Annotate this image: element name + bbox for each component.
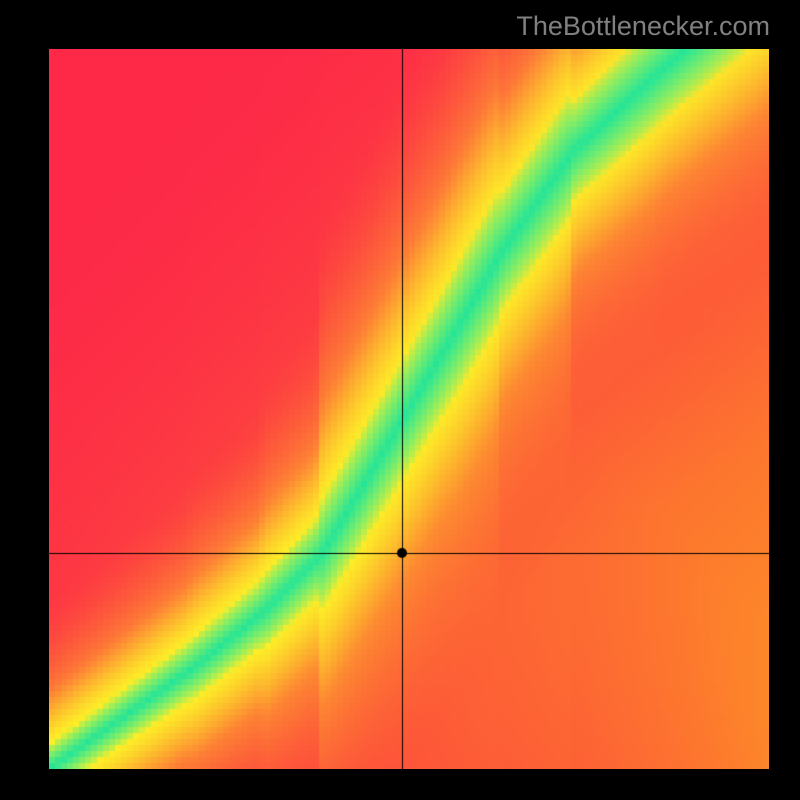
- chart-container: TheBottlenecker.com: [0, 0, 800, 800]
- watermark-text: TheBottlenecker.com: [516, 11, 770, 42]
- heatmap-canvas: [49, 49, 769, 769]
